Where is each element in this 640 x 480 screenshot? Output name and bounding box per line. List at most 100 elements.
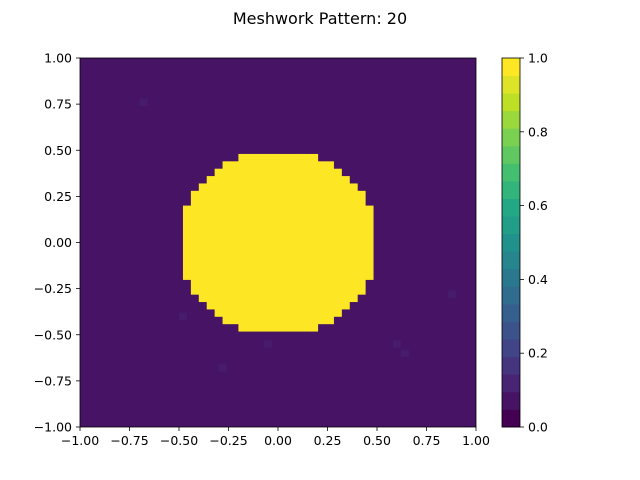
heatmap-cell	[357, 257, 366, 266]
heatmap-cell	[325, 294, 334, 303]
heatmap-cell	[357, 198, 366, 207]
heatmap-cell	[293, 168, 303, 177]
heatmap-cell	[325, 235, 334, 243]
heatmap-cell	[206, 235, 216, 243]
heatmap-cell	[293, 205, 303, 214]
heatmap-cell	[341, 183, 350, 192]
heatmap-cell	[357, 227, 366, 236]
heatmap-cell	[301, 153, 311, 162]
heatmap-cell	[349, 190, 358, 199]
heatmap-cell	[349, 286, 358, 295]
heatmap-cell	[262, 308, 271, 317]
heatmap-cell	[182, 257, 192, 266]
heatmap-cell	[198, 279, 208, 288]
heatmap-cell	[254, 183, 263, 192]
heatmap-cell	[270, 264, 279, 273]
heatmap-cell	[214, 249, 224, 258]
heatmap-cell	[301, 279, 311, 288]
heatmap-cell	[214, 257, 224, 266]
heatmap-cell	[270, 301, 279, 310]
heatmap-cell	[333, 264, 342, 273]
heatmap-cell	[309, 190, 319, 199]
heatmap-cell	[222, 205, 231, 214]
heatmap-cell	[317, 316, 327, 325]
heatmap-cell	[301, 220, 311, 229]
heatmap-cell	[309, 168, 319, 177]
heatmap-cell	[230, 257, 239, 266]
heatmap-cell	[357, 190, 366, 199]
heatmap-cell	[293, 323, 303, 332]
heatmap-cell	[278, 242, 287, 251]
heatmap-cell	[325, 308, 334, 317]
heatmap-cell	[285, 212, 295, 221]
heatmap-cell	[222, 176, 231, 184]
heatmap-cell	[206, 176, 216, 184]
heatmap-cell	[238, 272, 247, 280]
heatmap-cell	[301, 235, 311, 243]
heatmap-cell	[262, 323, 271, 332]
x-tick-label: −1.00	[61, 433, 99, 448]
heatmap-cell	[270, 323, 279, 332]
colorbar-segment	[502, 356, 520, 375]
x-tick-label: 1.00	[462, 433, 490, 448]
heatmap-cell	[349, 294, 358, 303]
heatmap-cell	[293, 308, 303, 317]
heatmap-cell	[285, 161, 295, 170]
heatmap-cell	[325, 183, 334, 192]
heatmap-cell	[190, 242, 200, 251]
heatmap-cell	[357, 272, 366, 280]
heatmap-cell	[270, 198, 279, 207]
heatmap-cell	[309, 227, 319, 236]
heatmap-cell	[349, 249, 358, 258]
heatmap-cell	[301, 294, 311, 303]
heatmap-cell	[365, 249, 374, 258]
heatmap-cell	[285, 286, 295, 295]
heatmap-cell	[325, 272, 334, 280]
heatmap-cell	[222, 198, 231, 207]
heatmap-cell	[293, 272, 303, 280]
heatmap-cell	[206, 272, 216, 280]
colorbar-segment	[502, 409, 520, 428]
heatmap-cell	[230, 316, 239, 325]
heatmap-cell	[333, 176, 342, 184]
heatmap-cell	[278, 294, 287, 303]
y-tick-label: 0.25	[44, 189, 72, 204]
heatmap-cell	[230, 264, 239, 273]
heatmap-cell	[349, 242, 358, 251]
heatmap-cell	[278, 316, 287, 325]
heatmap-cell	[341, 212, 350, 221]
heatmap-cell	[238, 323, 247, 332]
heatmap-cell	[325, 168, 334, 177]
heatmap-cell	[198, 294, 208, 303]
colorbar-segment	[502, 110, 520, 129]
heatmap-cell	[341, 198, 350, 207]
heatmap-cell	[365, 205, 374, 214]
heatmap-cell	[293, 264, 303, 273]
heatmap-cell	[333, 308, 342, 317]
heatmap-cell	[206, 220, 216, 229]
heatmap-cell	[198, 286, 208, 295]
heatmap-cell	[198, 205, 208, 214]
heatmap-cell	[262, 316, 271, 325]
heatmap-cell	[309, 279, 319, 288]
heatmap-cell	[333, 279, 342, 288]
heatmap-cell	[182, 249, 192, 258]
x-tick-label: −0.75	[110, 433, 148, 448]
heatmap-cell	[333, 205, 342, 214]
heatmap-cell	[309, 161, 319, 170]
heatmap-cell	[190, 190, 200, 199]
heatmap-cell	[206, 249, 216, 258]
heatmap-cell	[262, 220, 271, 229]
heatmap-cell	[309, 176, 319, 184]
heatmap-cell	[309, 183, 319, 192]
heatmap-cell	[254, 294, 263, 303]
heatmap-cell	[214, 168, 224, 177]
heatmap-cell	[349, 227, 358, 236]
heatmap-cell	[230, 183, 239, 192]
heatmap-cell	[214, 235, 224, 243]
heatmap-cell	[301, 316, 311, 325]
heatmap-cell	[238, 257, 247, 266]
heatmap-cell	[198, 257, 208, 266]
heatmap-cell	[293, 212, 303, 221]
colorbar-segment	[502, 75, 520, 94]
